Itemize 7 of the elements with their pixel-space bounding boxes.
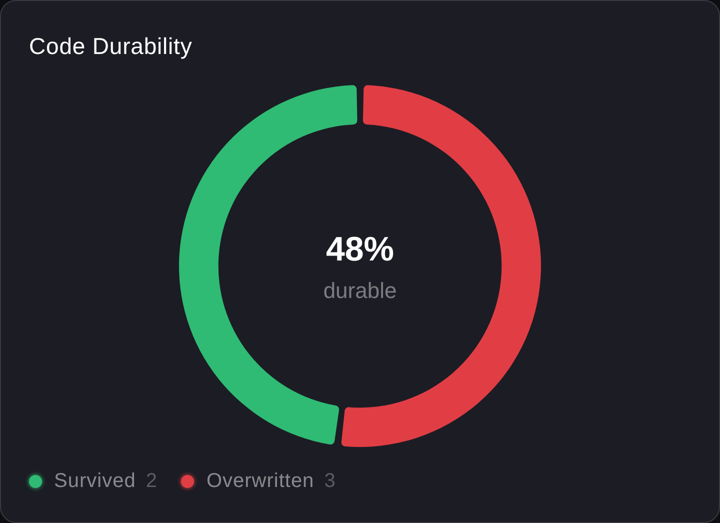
- legend-label: Survived: [54, 469, 136, 493]
- text: 2: [146, 469, 158, 493]
- text: 48%: [326, 230, 394, 268]
- text: durable: [323, 278, 397, 304]
- text: 3: [324, 469, 336, 493]
- legend-label: Overwritten: [206, 469, 314, 493]
- chart-title: Code Durability: [29, 32, 192, 60]
